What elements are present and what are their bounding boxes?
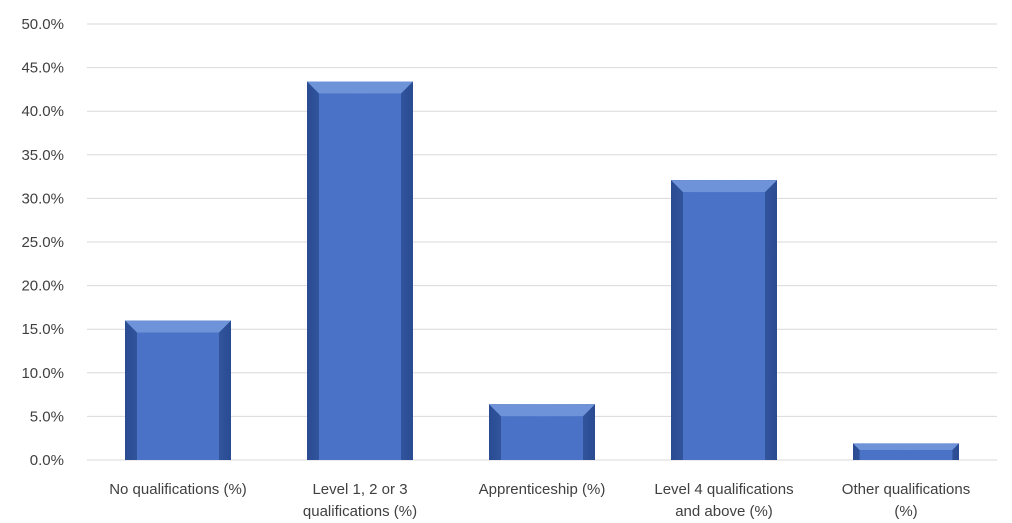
bar-face [683, 192, 765, 460]
bar [489, 404, 595, 460]
y-tick-label: 5.0% [30, 408, 64, 425]
bar-top-bevel [853, 443, 959, 451]
x-axis-labels: No qualifications (%) Level 1, 2 or 3 qual… [109, 481, 970, 520]
bar-top-bevel [671, 180, 777, 193]
gridlines [87, 23, 997, 461]
bar-face [859, 450, 953, 460]
x-category-label: Level 4 qualifications and above (%) [654, 481, 793, 520]
y-tick-label: 30.0% [21, 190, 64, 207]
bar [307, 81, 413, 460]
y-axis-ticks: 0.0% 5.0% 10.0% 15.0% 20.0% 25.0% 30.0% 35.0% 40… [21, 16, 64, 469]
bar-top-bevel [125, 320, 231, 333]
y-tick-label: 40.0% [21, 103, 64, 120]
x-category-label-line: qualifications (%) [303, 503, 417, 520]
bar-top-bevel [489, 404, 595, 417]
bar [671, 180, 777, 460]
bar-top-bevel [307, 81, 413, 94]
x-category-label: Apprenticeship (%) [479, 481, 606, 498]
x-category-label-line: (%) [894, 503, 917, 520]
y-tick-label: 25.0% [21, 234, 64, 251]
y-tick-label: 20.0% [21, 278, 64, 295]
x-category-label: No qualifications (%) [109, 481, 247, 498]
x-category-label-line: No qualifications (%) [109, 481, 247, 498]
bar-face [319, 93, 401, 460]
y-tick-label: 10.0% [21, 365, 64, 382]
x-category-label: Level 1, 2 or 3 qualifications (%) [303, 481, 417, 520]
y-tick-label: 50.0% [21, 16, 64, 33]
bar-face [501, 416, 583, 460]
bar [125, 320, 231, 460]
x-category-label-line: and above (%) [675, 503, 773, 520]
y-tick-label: 0.0% [30, 452, 64, 469]
x-category-label-line: Level 4 qualifications [654, 481, 793, 498]
x-category-label-line: Other qualifications [842, 481, 970, 498]
y-tick-label: 45.0% [21, 60, 64, 77]
x-category-label-line: Apprenticeship (%) [479, 481, 606, 498]
y-tick-label: 15.0% [21, 321, 64, 338]
bar-face [137, 332, 219, 460]
bars [125, 81, 959, 460]
x-category-label-line: Level 1, 2 or 3 [312, 481, 407, 498]
x-category-label: Other qualifications (%) [842, 481, 970, 520]
bar [853, 443, 959, 460]
y-tick-label: 35.0% [21, 147, 64, 164]
